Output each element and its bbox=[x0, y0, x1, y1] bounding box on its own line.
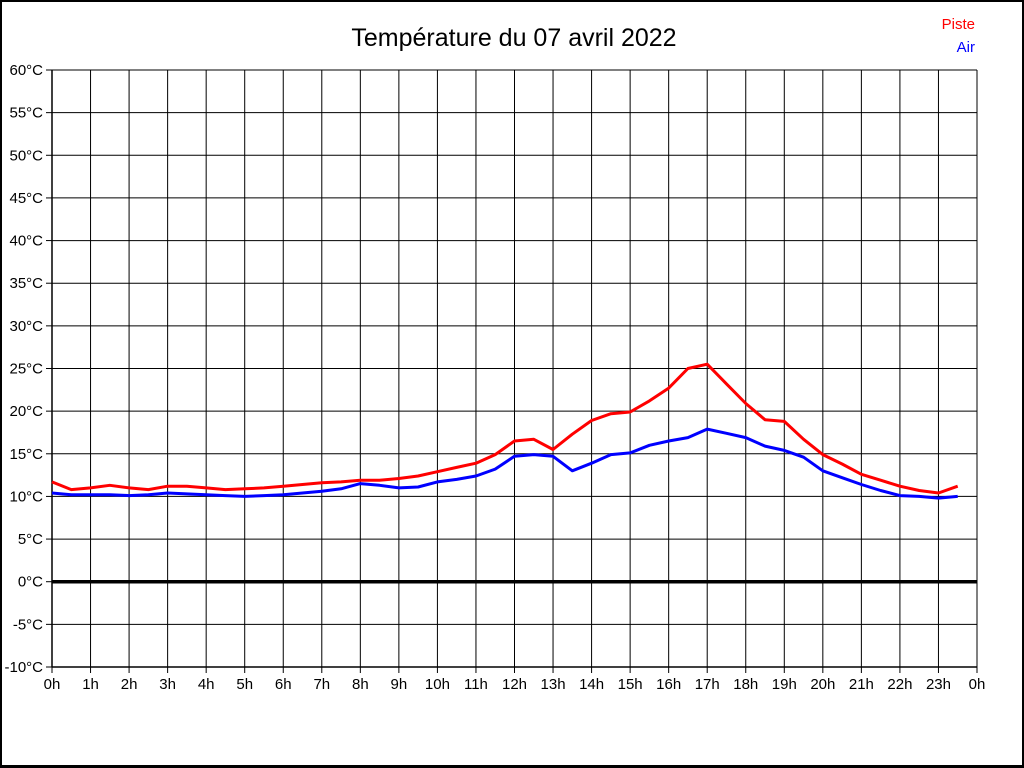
x-tick-label: 20h bbox=[810, 676, 835, 693]
x-tick-label: 8h bbox=[352, 676, 369, 693]
x-tick-label: 19h bbox=[772, 676, 797, 693]
x-tick-label: 16h bbox=[656, 676, 681, 693]
x-tick-label: 5h bbox=[236, 676, 253, 693]
series-line-air bbox=[51, 427, 958, 500]
x-tick-label: 4h bbox=[198, 676, 215, 693]
x-tick-label: 11h bbox=[464, 676, 488, 693]
x-tick-label: 21h bbox=[849, 676, 874, 693]
y-tick-label: 10°C bbox=[9, 488, 43, 505]
y-tick-label: 5°C bbox=[18, 531, 43, 548]
y-tick-label: 40°C bbox=[9, 233, 43, 250]
x-tick-label: 14h bbox=[579, 676, 604, 693]
y-tick-label: -10°C bbox=[4, 659, 43, 676]
x-tick-label: 3h bbox=[159, 676, 176, 693]
x-tick-label: 9h bbox=[391, 676, 408, 693]
y-tick-label: 15°C bbox=[9, 446, 43, 463]
x-tick-label: 10h bbox=[425, 676, 450, 693]
y-tick-label: 20°C bbox=[9, 403, 43, 420]
y-tick-label: 30°C bbox=[9, 318, 43, 335]
y-tick-label: 50°C bbox=[9, 147, 43, 164]
x-tick-label: 15h bbox=[618, 676, 643, 693]
x-tick-label: 2h bbox=[121, 676, 138, 693]
y-tick-label: 60°C bbox=[9, 62, 43, 79]
x-tick-label: 18h bbox=[733, 676, 758, 693]
series-line-piste bbox=[51, 362, 959, 495]
x-tick-label: 23h bbox=[926, 676, 951, 693]
x-tick-label: 7h bbox=[313, 676, 330, 693]
y-tick-label: 55°C bbox=[9, 105, 43, 122]
legend: Piste Air bbox=[942, 13, 975, 59]
x-tick-label: 1h bbox=[82, 676, 99, 693]
x-tick-label: 12h bbox=[502, 676, 527, 693]
chart-title: Température du 07 avril 2022 bbox=[351, 24, 677, 52]
y-tick-label: 0°C bbox=[18, 574, 43, 591]
y-tick-label: -5°C bbox=[13, 616, 43, 633]
x-tick-label: 13h bbox=[541, 676, 566, 693]
x-tick-label: 0h bbox=[44, 676, 61, 693]
legend-air-label: Air bbox=[956, 39, 975, 56]
x-tick-label: 17h bbox=[695, 676, 720, 693]
x-tick-label: 0h bbox=[969, 676, 986, 693]
y-tick-label: 45°C bbox=[9, 190, 43, 207]
x-tick-label: 22h bbox=[887, 676, 912, 693]
y-tick-label: 35°C bbox=[9, 275, 43, 292]
y-tick-label: 25°C bbox=[9, 361, 43, 378]
legend-piste-label: Piste bbox=[941, 16, 975, 33]
x-tick-label: 6h bbox=[275, 676, 292, 693]
